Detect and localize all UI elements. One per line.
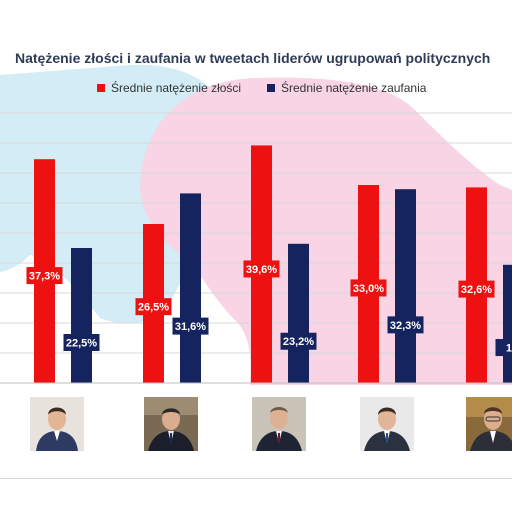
data-label-anger-2: 26,5% bbox=[138, 302, 169, 314]
bar-trust-3 bbox=[288, 243, 309, 383]
bar-trust-1 bbox=[71, 248, 92, 383]
legend-item-anger: Średnie natężenie złości bbox=[97, 81, 241, 95]
legend-label-trust: Średnie natężenie zaufania bbox=[281, 81, 427, 95]
data-label-bg bbox=[26, 267, 63, 285]
data-label-trust-4: 32,3% bbox=[390, 320, 421, 332]
data-label-bg bbox=[458, 280, 495, 298]
data-label-anger-4: 33,0% bbox=[353, 283, 384, 295]
bar-trust-5 bbox=[503, 264, 512, 383]
legend-swatch-trust bbox=[267, 84, 275, 92]
data-label-trust-3: 23,2% bbox=[283, 336, 314, 348]
right-face-silhouette bbox=[140, 77, 512, 386]
bar-trust-2 bbox=[180, 193, 201, 383]
legend-label-anger: Średnie natężenie złości bbox=[111, 81, 242, 95]
data-label-bg bbox=[495, 339, 512, 357]
portrait-leader-2 bbox=[144, 397, 198, 451]
portrait-leader-1 bbox=[30, 397, 84, 451]
data-label-bg bbox=[172, 317, 209, 335]
data-label-anger-3: 39,6% bbox=[246, 264, 277, 276]
data-label-bg bbox=[387, 316, 424, 334]
data-label-trust-2: 31,6% bbox=[175, 321, 206, 333]
data-label-anger-5: 32,6% bbox=[461, 284, 492, 296]
legend-item-trust: Średnie natężenie zaufania bbox=[267, 81, 426, 95]
data-label-bg bbox=[135, 298, 172, 316]
portrait-leader-3 bbox=[252, 397, 306, 451]
data-label-bg bbox=[280, 332, 317, 350]
portrait-leader-5 bbox=[466, 397, 512, 451]
data-label-bg bbox=[63, 334, 100, 351]
data-label-anger-1: 37,3% bbox=[29, 271, 60, 283]
legend-swatch-anger bbox=[97, 84, 105, 92]
data-label-trust-1: 22,5% bbox=[66, 338, 97, 350]
data-label-bg bbox=[243, 260, 280, 278]
portrait-leader-4 bbox=[360, 397, 414, 451]
bar-trust-4 bbox=[395, 189, 416, 383]
bottom-divider bbox=[0, 478, 512, 479]
data-label-bg bbox=[350, 279, 387, 297]
data-label-trust-5: 19, bbox=[506, 343, 512, 355]
